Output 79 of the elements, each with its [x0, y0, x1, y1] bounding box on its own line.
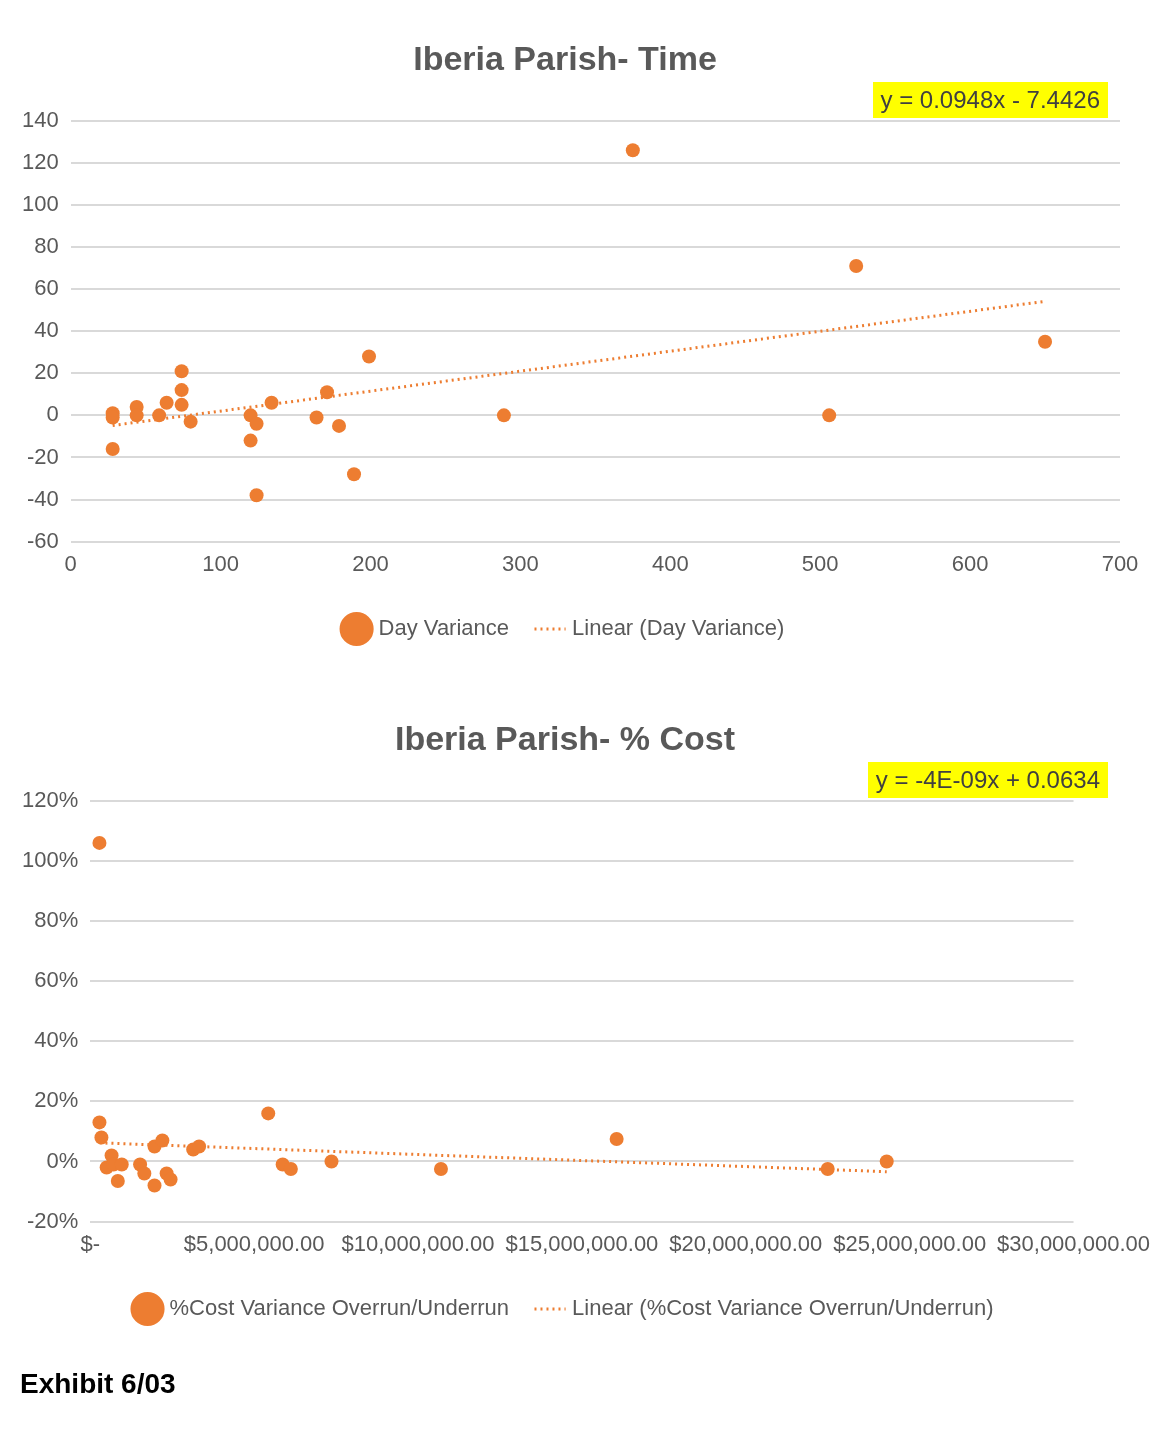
- point: [324, 1154, 339, 1169]
- text: y = -4E-09x + 0.0634: [867, 762, 1108, 798]
- y-tick-label: 100%: [21, 846, 79, 872]
- point: [264, 395, 279, 410]
- x-tick-label: 700: [1101, 550, 1139, 576]
- point: [332, 418, 347, 433]
- point: [249, 416, 264, 431]
- y-tick-label: 140: [21, 106, 59, 132]
- x-tick-label: $30,000,000.00: [997, 1230, 1151, 1256]
- x-tick-label: $15,000,000.00: [505, 1230, 659, 1256]
- point: [183, 414, 198, 429]
- y-tick-label: 60%: [34, 967, 79, 993]
- y-tick-label: 20%: [34, 1087, 79, 1113]
- point: [137, 1166, 152, 1181]
- point: [849, 258, 864, 273]
- x-tick-label: $25,000,000.00: [833, 1230, 987, 1256]
- y-tick-label: 40: [34, 317, 59, 343]
- x-tick-label: 500: [801, 550, 839, 576]
- y-tick-label: 20: [34, 359, 59, 385]
- point: [309, 410, 324, 425]
- point: [609, 1131, 624, 1146]
- point: [174, 364, 189, 379]
- y-tick-label: 0: [46, 401, 59, 427]
- text: Exhibit 6/03: [19, 1367, 177, 1401]
- y-tick-label: 120%: [21, 786, 79, 812]
- y-tick-label: 80%: [34, 907, 79, 933]
- y-tick-label: 120: [21, 148, 59, 174]
- legend-label: Day Variance: [378, 615, 510, 641]
- x-tick-label: $20,000,000.00: [669, 1230, 823, 1256]
- point: [94, 1130, 109, 1145]
- point: [433, 1162, 448, 1176]
- x-tick-label: 300: [502, 550, 539, 576]
- point: [820, 1162, 835, 1176]
- y-tick-label: 80: [34, 233, 59, 259]
- point: [110, 1174, 125, 1189]
- point: [625, 143, 640, 158]
- legend-label: Linear (%Cost Variance Overrun/Underrun): [572, 1295, 994, 1321]
- x-tick-label: $-: [80, 1230, 101, 1256]
- y-tick-label: -20: [26, 443, 59, 469]
- point: [879, 1154, 894, 1169]
- y-tick-label: 60: [34, 275, 59, 301]
- point: [174, 383, 189, 398]
- point: [822, 408, 837, 423]
- point: [163, 1172, 178, 1187]
- point: [92, 835, 107, 850]
- point: [362, 349, 377, 364]
- point: [159, 395, 174, 410]
- point: [496, 408, 511, 423]
- x-tick-label: $10,000,000.00: [341, 1230, 495, 1256]
- point: [192, 1139, 207, 1154]
- point: [347, 467, 362, 482]
- point: [261, 1106, 276, 1121]
- point: [320, 385, 335, 400]
- point: [147, 1178, 162, 1193]
- y-tick-label: 0%: [46, 1147, 79, 1173]
- y-tick-label: -20%: [26, 1207, 79, 1233]
- point: [105, 442, 120, 457]
- chart-title: Iberia Parish- % Cost: [394, 718, 736, 757]
- point: [243, 433, 258, 448]
- chart-title: Iberia Parish- Time: [413, 38, 717, 77]
- legend-label: Linear (Day Variance): [572, 615, 785, 641]
- point: [155, 1133, 170, 1148]
- x-tick-label: 200: [352, 550, 389, 576]
- y-tick-label: -60: [26, 527, 59, 553]
- point: [283, 1162, 298, 1176]
- point: [152, 408, 167, 423]
- x-tick-label: $5,000,000.00: [183, 1230, 325, 1256]
- point: [174, 397, 189, 412]
- x-tick-label: 400: [651, 550, 689, 576]
- x-tick-label: 600: [951, 550, 989, 576]
- point: [92, 1115, 107, 1130]
- point: [1038, 334, 1053, 349]
- legend-label: %Cost Variance Overrun/Underrun: [169, 1295, 510, 1321]
- y-tick-label: 40%: [34, 1027, 79, 1053]
- y-tick-label: -40: [26, 485, 59, 511]
- text: y = 0.0948x - 7.4426: [872, 82, 1108, 118]
- point: [249, 488, 264, 503]
- x-tick-label: 100: [202, 550, 239, 576]
- y-tick-label: 100: [21, 191, 59, 217]
